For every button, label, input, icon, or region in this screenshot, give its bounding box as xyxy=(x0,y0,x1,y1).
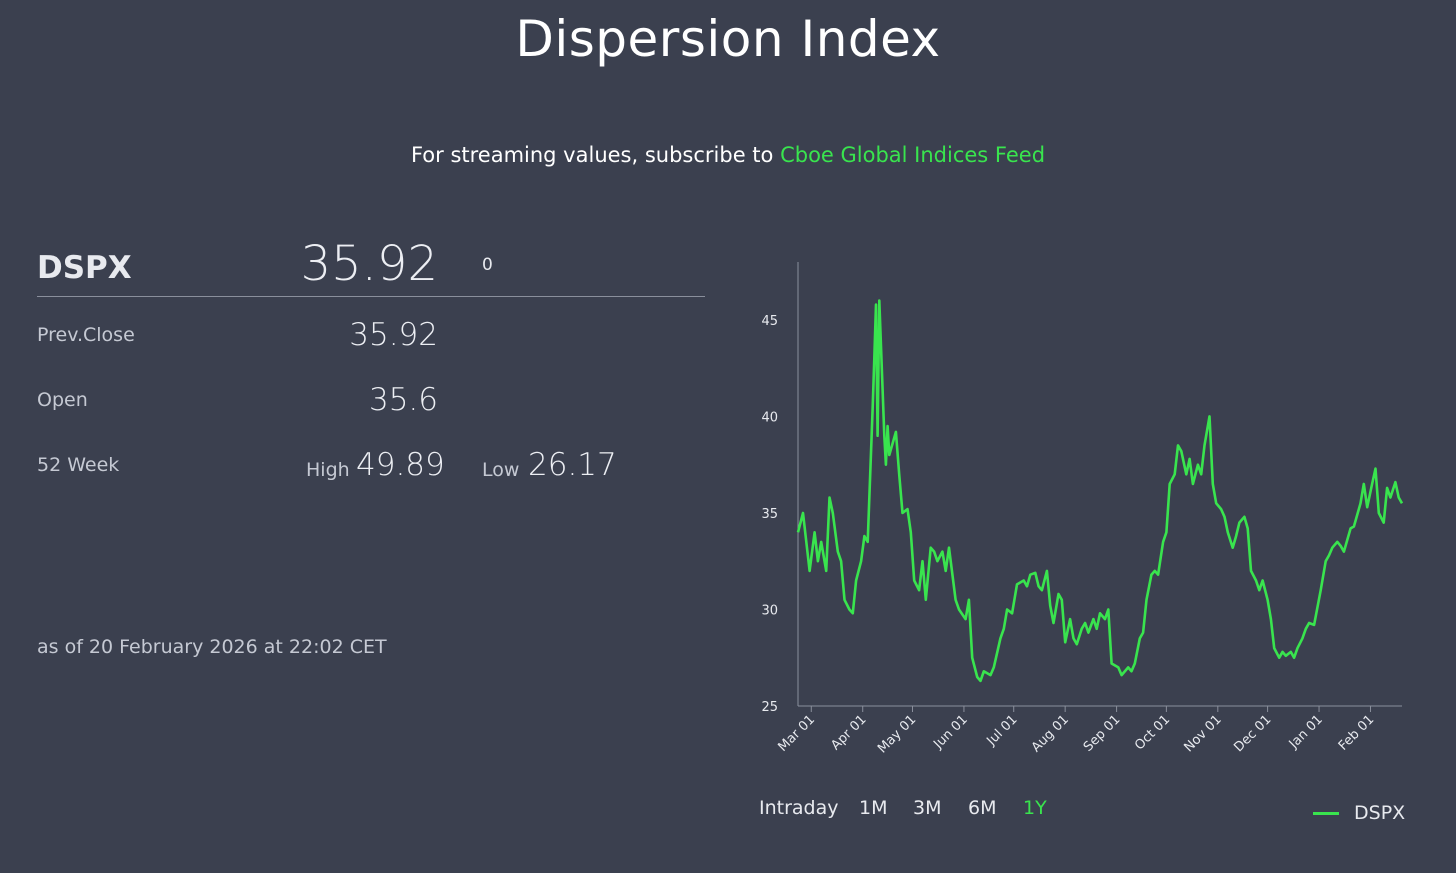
x-tick-label: Nov 01 xyxy=(1181,712,1224,755)
subscribe-text: For streaming values, subscribe to xyxy=(410,143,774,167)
low-value: 26.17 xyxy=(528,447,617,483)
y-tick-label: 30 xyxy=(761,603,778,618)
y-tick-label: 25 xyxy=(761,700,778,715)
x-tick-label: Dec 01 xyxy=(1231,712,1274,755)
x-tick-label: Feb 01 xyxy=(1336,712,1378,754)
x-tick-label: Jun 01 xyxy=(930,712,970,752)
series-line-dspx xyxy=(796,299,1404,683)
range-1m-button[interactable]: 1M xyxy=(859,797,888,819)
x-tick-label: Jul 01 xyxy=(984,712,1021,749)
feed-link[interactable]: Cboe Global Indices Feed xyxy=(780,143,1046,167)
high-label: High xyxy=(306,459,350,481)
x-tick-label: Aug 01 xyxy=(1029,712,1072,755)
x-tick-label: Apr 01 xyxy=(828,712,869,753)
quote-divider xyxy=(37,296,705,297)
y-tick-label: 35 xyxy=(761,507,778,522)
y-tick-label: 45 xyxy=(761,314,778,329)
y-tick-label: 40 xyxy=(761,410,778,425)
prev-close-label: Prev.Close xyxy=(37,324,135,346)
x-tick-label: Sep 01 xyxy=(1081,712,1124,755)
legend-swatch xyxy=(1313,811,1339,815)
dspx-line-chart: 25 30 35 40 45 Mar 01 Apr 01 May 01 Jun 01 Jul 01… xyxy=(761,262,1404,756)
range-1y-button[interactable]: 1Y xyxy=(1023,797,1047,819)
x-tick-label: Mar 01 xyxy=(776,712,819,755)
range-3m-button[interactable]: 3M xyxy=(913,797,942,819)
subscribe-line: For streaming values, subscribe to Cboe … xyxy=(0,143,1456,167)
prev-close-value: 35.92 xyxy=(349,317,438,353)
high-value: 49.89 xyxy=(356,447,445,483)
x-tick-label: Jan 01 xyxy=(1286,712,1326,752)
last-price: 35.92 xyxy=(300,236,438,292)
range-selector: Intraday 1M 3M 6M 1Y xyxy=(759,797,1063,819)
legend-label: DSPX xyxy=(1354,802,1406,824)
symbol-label: DSPX xyxy=(37,250,132,286)
week52-label: 52 Week xyxy=(37,454,120,476)
price-change: 0 xyxy=(482,255,493,275)
chart-legend[interactable]: DSPX xyxy=(1313,802,1405,824)
as-of-timestamp: as of 20 February 2026 at 22:02 CET xyxy=(37,636,387,658)
x-tick-label: Oct 01 xyxy=(1132,712,1173,753)
range-intraday-button[interactable]: Intraday xyxy=(759,797,839,819)
range-6m-button[interactable]: 6M xyxy=(968,797,997,819)
x-tick-label: May 01 xyxy=(875,712,919,756)
open-value: 35.6 xyxy=(368,382,438,418)
low-label: Low xyxy=(482,459,520,481)
open-label: Open xyxy=(37,389,88,411)
page-title: Dispersion Index xyxy=(515,10,941,68)
